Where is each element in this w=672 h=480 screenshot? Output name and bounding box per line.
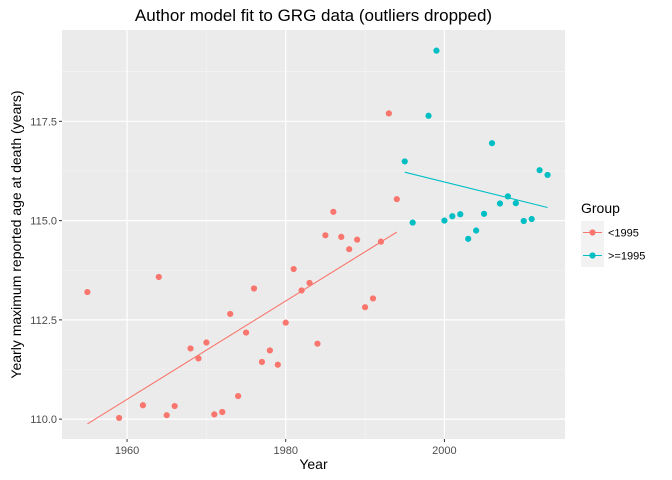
- data-point-series-1: [457, 211, 464, 218]
- data-point-series-0: [266, 347, 273, 354]
- y-axis-ticks: 110.0 112.5 115.0 117.5: [30, 116, 62, 426]
- data-point-series-0: [290, 265, 297, 273]
- plot-panel: [62, 30, 565, 439]
- legend: Group <1995 >=1995: [581, 200, 645, 267]
- x-tick-label: 2000: [432, 445, 456, 457]
- data-point-series-0: [187, 345, 194, 352]
- data-point-series-0: [258, 358, 266, 366]
- fit-line-series-0: [87, 231, 398, 425]
- data-point-series-0: [361, 304, 369, 311]
- data-point-series-1: [401, 158, 408, 165]
- data-point-series-0: [195, 355, 202, 362]
- data-point-series-1: [433, 47, 440, 54]
- data-point-series-1: [504, 193, 511, 200]
- data-point-series-0: [306, 279, 313, 287]
- data-point-series-0: [250, 285, 258, 292]
- data-point-series-0: [219, 408, 226, 416]
- data-point-series-0: [369, 295, 377, 302]
- data-point-series-1: [465, 235, 472, 242]
- y-tick-label: 112.5: [30, 315, 57, 327]
- data-point-series-0: [322, 232, 329, 239]
- data-point-series-0: [116, 414, 123, 422]
- data-point-series-0: [227, 310, 234, 318]
- data-point-series-0: [298, 287, 305, 294]
- data-point-series-0: [155, 273, 162, 281]
- chart-title: Author model fit to GRG data (outliers d…: [135, 6, 492, 25]
- data-point-series-1: [544, 171, 551, 179]
- data-point-series-1: [425, 112, 432, 119]
- data-point-series-1: [473, 227, 480, 234]
- data-point-series-1: [441, 217, 448, 224]
- data-point-series-0: [282, 319, 289, 326]
- data-point-series-0: [139, 402, 147, 409]
- x-axis-title: Year: [299, 456, 328, 472]
- data-point-series-1: [449, 213, 456, 220]
- data-point-series-0: [385, 110, 392, 117]
- legend-key-point: [589, 252, 596, 259]
- data-point-series-0: [84, 288, 91, 296]
- legend-key-point: [589, 229, 596, 236]
- y-tick-label: 110.0: [30, 414, 57, 426]
- data-point-series-1: [520, 217, 527, 225]
- data-point-series-1: [496, 200, 504, 207]
- data-points: [84, 47, 551, 422]
- data-point-series-0: [346, 246, 353, 253]
- x-tick-label: 1980: [273, 445, 297, 457]
- data-point-series-1: [480, 210, 488, 217]
- data-point-series-0: [314, 340, 321, 347]
- data-point-series-0: [338, 233, 345, 240]
- y-tick-label: 115.0: [30, 216, 57, 228]
- data-point-series-0: [377, 238, 385, 245]
- data-point-series-0: [393, 196, 400, 203]
- data-point-series-0: [203, 339, 210, 346]
- legend-title: Group: [581, 200, 620, 216]
- data-point-series-0: [163, 412, 170, 419]
- legend-label: <1995: [608, 228, 639, 240]
- data-point-series-1: [512, 200, 519, 207]
- legend-label: >=1995: [608, 251, 645, 263]
- data-point-series-1: [536, 167, 543, 174]
- data-point-series-1: [488, 140, 496, 147]
- x-axis-ticks: 1960 1980 2000: [115, 439, 457, 457]
- data-point-series-1: [409, 219, 416, 226]
- data-point-series-0: [235, 393, 242, 400]
- data-point-series-0: [330, 208, 337, 215]
- data-point-series-0: [354, 236, 361, 243]
- data-point-series-0: [171, 402, 178, 410]
- data-point-series-0: [274, 361, 281, 368]
- y-tick-label: 117.5: [30, 116, 57, 128]
- data-point-series-0: [211, 411, 218, 418]
- data-point-series-1: [528, 215, 535, 223]
- data-point-series-0: [242, 329, 250, 336]
- fit-lines: [87, 171, 548, 425]
- y-axis-title: Yearly maximum reported age at death (ye…: [8, 90, 24, 378]
- gridlines: [62, 30, 565, 439]
- x-tick-label: 1960: [115, 445, 139, 457]
- fit-line-series-1: [404, 171, 548, 209]
